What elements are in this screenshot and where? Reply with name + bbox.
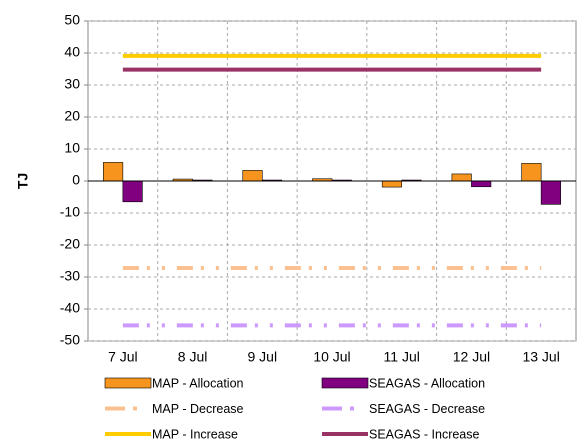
y-axis-label: TJ (15, 173, 31, 189)
legend-label: MAP - Allocation (152, 376, 244, 390)
bar (122, 180, 143, 203)
x-tick-label: 9 Jul (247, 349, 277, 365)
bar (242, 170, 263, 182)
y-tick-label: 50 (64, 12, 80, 28)
x-tick-label: 10 Jul (313, 349, 350, 365)
y-tick-label: 0 (72, 172, 80, 188)
legend-label: MAP - Decrease (152, 402, 244, 416)
legend-swatch (321, 377, 369, 389)
legend-label: SEAGAS - Decrease (369, 402, 485, 416)
x-tick-label: 12 Jul (453, 349, 490, 365)
y-tick-label: 40 (64, 44, 80, 60)
x-tick-label: 7 Jul (108, 349, 138, 365)
y-tick-label: -50 (60, 332, 80, 348)
legend-label: MAP - Increase (152, 427, 238, 441)
y-tick-label: 10 (64, 140, 80, 156)
x-tick-label: 13 Jul (522, 349, 559, 365)
y-tick-label: -40 (60, 300, 80, 316)
x-tick-label: 8 Jul (178, 349, 208, 365)
bar (471, 180, 492, 188)
bar (381, 180, 403, 188)
y-tick-label: 30 (64, 76, 80, 92)
legend-label: SEAGAS - Increase (369, 427, 480, 441)
legend-swatch (104, 377, 152, 389)
x-tick-label: 11 Jul (384, 349, 420, 365)
bar (540, 180, 561, 205)
legend-label: SEAGAS - Allocation (369, 376, 485, 390)
y-tick-label: -20 (60, 236, 80, 252)
y-tick-label: -30 (60, 268, 80, 284)
y-tick-label: 20 (64, 108, 80, 124)
bar (103, 162, 124, 182)
y-tick-label: -10 (60, 204, 80, 220)
bar (451, 173, 472, 182)
bar (521, 163, 542, 182)
